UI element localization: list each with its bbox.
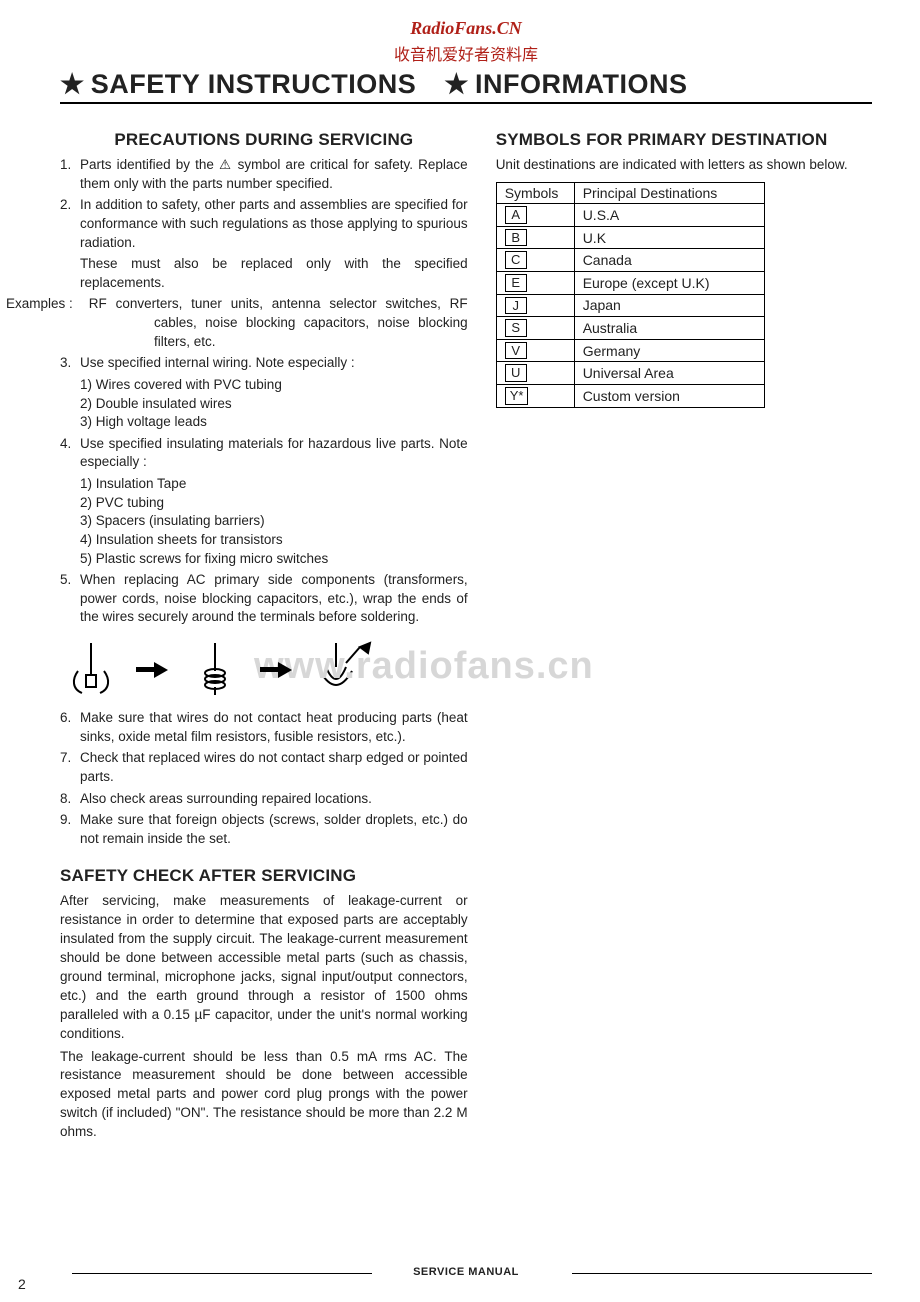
item-4-sub-2: 2) PVC tubing <box>80 494 468 513</box>
symbol-box: Y* <box>505 387 529 405</box>
dest-cell: Universal Area <box>574 362 764 385</box>
page: RadioFans.CN 收音机爱好者资料库 ★SAFETY INSTRUCTI… <box>0 0 920 1302</box>
item-7: Check that replaced wires do not contact… <box>60 749 468 786</box>
item-1: Parts identified by the ⚠ symbol are cri… <box>60 156 468 193</box>
symbols-intro: Unit destinations are indicated with let… <box>496 156 872 174</box>
title-left: ★SAFETY INSTRUCTIONS <box>60 69 416 100</box>
table-row: B U.K <box>496 226 764 249</box>
arrow-icon <box>136 662 170 676</box>
diagram-row: www.radiofans.cn <box>64 641 468 697</box>
item-4-sub-4: 4) Insulation sheets for transistors <box>80 531 468 550</box>
destination-table: Symbols Principal Destinations A U.S.A B U… <box>496 182 765 407</box>
brand-line-2: 收音机爱好者资料库 <box>60 41 872 65</box>
wire-soldered-icon <box>312 641 376 697</box>
footer-rule-left <box>72 1273 372 1275</box>
table-row: J Japan <box>496 294 764 317</box>
dest-cell: U.S.A <box>574 204 764 227</box>
title-row: ★SAFETY INSTRUCTIONS ★INFORMATIONS <box>60 69 872 104</box>
item-2-text: In addition to safety, other parts and a… <box>80 197 468 249</box>
dest-cell: Australia <box>574 317 764 340</box>
right-column: SYMBOLS FOR PRIMARY DESTINATION Unit des… <box>496 130 872 1146</box>
symbol-box: A <box>505 206 527 224</box>
page-number: 2 <box>18 1276 26 1292</box>
columns: PRECAUTIONS DURING SERVICING Parts ident… <box>60 130 872 1146</box>
table-row: E Europe (except U.K) <box>496 272 764 295</box>
item-9: Make sure that foreign objects (screws, … <box>60 811 468 848</box>
item-3-text: Use specified internal wiring. Note espe… <box>80 355 355 370</box>
th-destinations: Principal Destinations <box>574 183 764 204</box>
item-3: Use specified internal wiring. Note espe… <box>60 354 468 432</box>
item-3-sub-2: 2) Double insulated wires <box>80 395 468 414</box>
table-body: A U.S.A B U.K C Canada E Europe (except U.K)… <box>496 204 764 407</box>
table-header-row: Symbols Principal Destinations <box>496 183 764 204</box>
symbol-box: J <box>505 297 527 315</box>
item-4-sublist: 1) Insulation Tape 2) PVC tubing 3) Spac… <box>80 475 468 568</box>
wire-wrapped-icon <box>188 641 242 697</box>
item-8: Also check areas surrounding repaired lo… <box>60 790 468 809</box>
table-row: A U.S.A <box>496 204 764 227</box>
item-5: When replacing AC primary side component… <box>60 571 468 627</box>
title-right-text: INFORMATIONS <box>475 69 687 99</box>
symbol-box: B <box>505 229 527 247</box>
item-2-continuation: These must also be replaced only with th… <box>80 255 468 292</box>
dest-cell: Japan <box>574 294 764 317</box>
symbol-box: E <box>505 274 527 292</box>
dest-cell: Europe (except U.K) <box>574 272 764 295</box>
precautions-list-b: Make sure that wires do not contact heat… <box>60 709 468 848</box>
symbol-box: U <box>505 364 527 382</box>
footer-rule-right <box>572 1273 872 1275</box>
item-4-sub-3: 3) Spacers (insulating barriers) <box>80 512 468 531</box>
arrow-icon <box>260 662 294 676</box>
dest-cell: Custom version <box>574 384 764 407</box>
precautions-heading: PRECAUTIONS DURING SERVICING <box>60 130 468 150</box>
symbol-box: V <box>505 342 527 360</box>
brand-line-1: RadioFans.CN <box>60 18 872 39</box>
item-2-examples: Examples : RF converters, tuner units, a… <box>80 295 468 351</box>
item-3-sublist: 1) Wires covered with PVC tubing 2) Doub… <box>80 376 468 432</box>
wire-loose-icon <box>64 641 118 697</box>
examples-body: RF converters, tuner units, antenna sele… <box>89 296 468 348</box>
item-3-sub-3: 3) High voltage leads <box>80 413 468 432</box>
footer-label: SERVICE MANUAL <box>413 1266 519 1278</box>
table-row: Y* Custom version <box>496 384 764 407</box>
dest-cell: U.K <box>574 226 764 249</box>
star-icon: ★ <box>444 69 469 99</box>
item-3-sub-1: 1) Wires covered with PVC tubing <box>80 376 468 395</box>
dest-cell: Germany <box>574 339 764 362</box>
item-4-sub-5: 5) Plastic screws for fixing micro switc… <box>80 550 468 569</box>
title-right: ★INFORMATIONS <box>444 69 687 100</box>
th-symbols: Symbols <box>496 183 574 204</box>
item-6: Make sure that wires do not contact heat… <box>60 709 468 746</box>
item-4: Use specified insulating materials for h… <box>60 435 468 568</box>
symbols-heading: SYMBOLS FOR PRIMARY DESTINATION <box>496 130 872 150</box>
table-row: V Germany <box>496 339 764 362</box>
dest-cell: Canada <box>574 249 764 272</box>
left-column: PRECAUTIONS DURING SERVICING Parts ident… <box>60 130 468 1146</box>
safety-check-heading: SAFETY CHECK AFTER SERVICING <box>60 866 468 886</box>
item-4-sub-1: 1) Insulation Tape <box>80 475 468 494</box>
table-row: U Universal Area <box>496 362 764 385</box>
precautions-list: Parts identified by the ⚠ symbol are cri… <box>60 156 468 627</box>
table-row: C Canada <box>496 249 764 272</box>
symbol-box: C <box>505 251 527 269</box>
item-4-text: Use specified insulating materials for h… <box>80 436 468 470</box>
symbol-box: S <box>505 319 527 337</box>
item-2: In addition to safety, other parts and a… <box>60 196 468 351</box>
table-row: S Australia <box>496 317 764 340</box>
safety-para-2: The leakage-current should be less than … <box>60 1048 468 1142</box>
title-left-text: SAFETY INSTRUCTIONS <box>91 69 417 99</box>
star-icon: ★ <box>60 69 85 99</box>
footer: SERVICE MANUAL <box>60 1266 872 1278</box>
safety-para-1: After servicing, make measurements of le… <box>60 892 468 1043</box>
